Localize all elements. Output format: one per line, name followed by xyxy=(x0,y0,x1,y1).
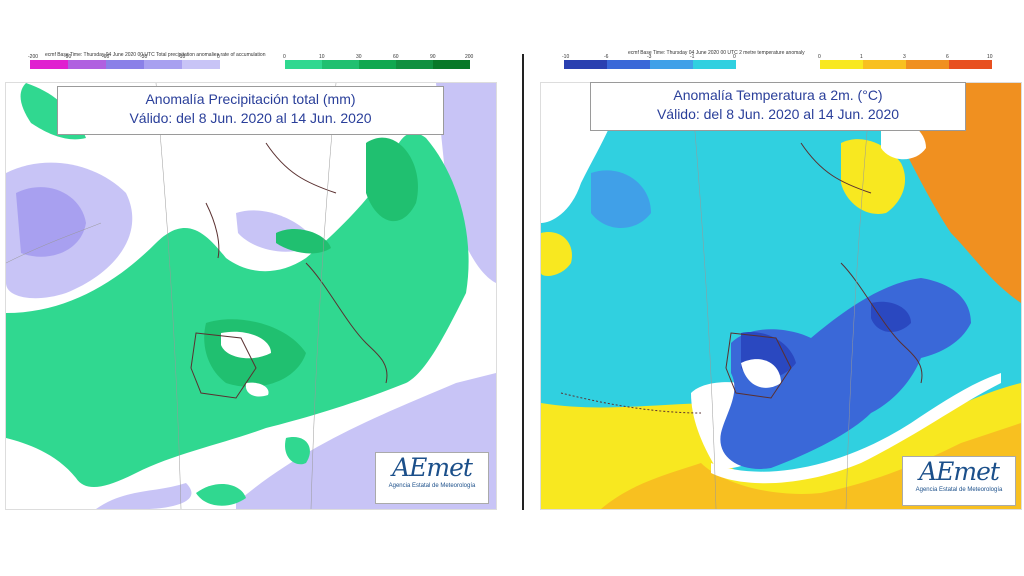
legend-label: 0 xyxy=(818,54,821,60)
aemet-logo-right: AEmet Agencia Estatal de Meteorología xyxy=(902,456,1016,506)
precip-header-text: ecmf Base Time: Thursday 04 June 2020 00… xyxy=(45,52,266,58)
precip-title-box: Anomalía Precipitación total (mm) Válido… xyxy=(57,86,444,135)
temp-title-box: Anomalía Temperatura a 2m. (°C) Válido: … xyxy=(590,82,966,131)
legend-label: -10 xyxy=(178,54,186,60)
legend-swatch xyxy=(359,60,396,69)
legend-label: 90 xyxy=(430,54,436,60)
legend-swatch xyxy=(564,60,607,69)
legend-swatch xyxy=(906,60,949,69)
legend-label: -6 xyxy=(604,54,609,60)
legend-swatch xyxy=(182,60,220,69)
precipitation-anomaly-panel: ecmf Base Time: Thursday 04 June 2020 00… xyxy=(5,48,497,510)
legend-label: -90 xyxy=(64,54,72,60)
legend-swatch xyxy=(144,60,182,69)
precipitation-map xyxy=(5,82,497,510)
legend-swatch xyxy=(285,60,322,69)
aemet-logo-text: AEmet xyxy=(392,453,473,482)
legend-swatch xyxy=(949,60,992,69)
temp-title: Anomalía Temperatura a 2m. (°C) xyxy=(673,87,883,103)
legend-swatch xyxy=(433,60,470,69)
temperature-map-graphic xyxy=(541,83,1021,509)
aemet-logo-left: AEmet Agencia Estatal de Meteorología xyxy=(375,452,489,504)
legend-swatch xyxy=(863,60,906,69)
temperature-anomaly-panel: ecmf Base Time: Thursday 04 June 2020 00… xyxy=(540,48,1022,510)
aemet-logo-subtitle: Agencia Estatal de Meteorología xyxy=(388,483,476,489)
precip-valid-dates: Válido: del 8 Jun. 2020 al 14 Jun. 2020 xyxy=(129,110,372,126)
legend-label: -3 xyxy=(647,54,652,60)
legend-label: 1 xyxy=(860,54,863,60)
legend-label: 6 xyxy=(946,54,949,60)
legend-swatch xyxy=(396,60,433,69)
legend-label: -200 xyxy=(28,54,39,60)
aemet-logo-subtitle: Agencia Estatal de Meteorología xyxy=(915,487,1003,493)
legend-swatch xyxy=(650,60,693,69)
temp-negative-legend: -10 -6 -3 -1 0 xyxy=(562,54,736,80)
legend-swatch xyxy=(607,60,650,69)
legend-label: 0 xyxy=(217,54,220,60)
temp-header-text: ecmf Base Time: Thursday 04 June 2020 00… xyxy=(628,50,805,56)
legend-label: -10 xyxy=(562,54,570,60)
legend-swatch xyxy=(30,60,68,69)
legend-swatch xyxy=(68,60,106,69)
temp-positive-legend: 0 1 3 6 10 xyxy=(818,54,993,80)
temp-valid-dates: Válido: del 8 Jun. 2020 al 14 Jun. 2020 xyxy=(656,106,900,122)
precip-negative-legend: -200 -90 -60 -30 -10 0 xyxy=(28,54,220,80)
legend-swatch xyxy=(106,60,144,69)
legend-swatch xyxy=(693,60,736,69)
legend-label: 10 xyxy=(987,54,993,60)
legend-label: 200 xyxy=(465,54,474,60)
legend-label: -60 xyxy=(102,54,110,60)
legend-label: -1 xyxy=(690,54,695,60)
legend-label: 3 xyxy=(903,54,906,60)
legend-label: 0 xyxy=(733,54,736,60)
legend-label: 0 xyxy=(283,54,286,60)
precip-positive-legend: 0 10 30 60 90 200 xyxy=(283,54,473,80)
precipitation-map-graphic xyxy=(6,83,496,509)
legend-label: -30 xyxy=(140,54,148,60)
legend-label: 10 xyxy=(319,54,325,60)
legend-label: 30 xyxy=(356,54,362,60)
temperature-map xyxy=(540,82,1022,510)
legend-label: 60 xyxy=(393,54,399,60)
legend-swatch xyxy=(820,60,863,69)
precip-title: Anomalía Precipitación total (mm) xyxy=(145,91,356,107)
aemet-logo-text: AEmet xyxy=(919,457,1000,486)
legend-swatch xyxy=(322,60,359,69)
panel-divider xyxy=(522,54,524,510)
